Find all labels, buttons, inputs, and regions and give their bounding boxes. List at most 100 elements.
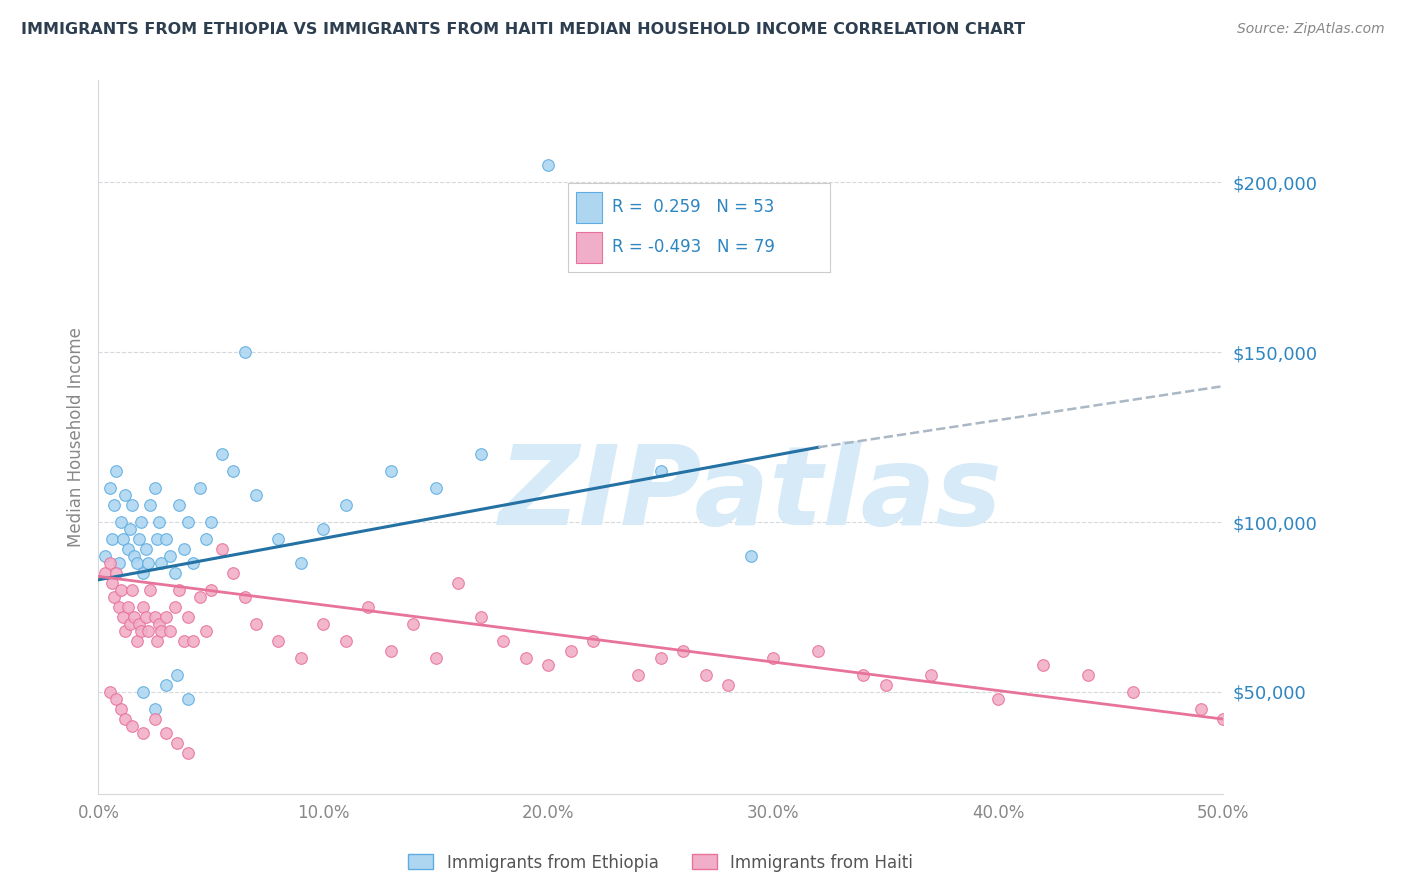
Text: R = -0.493   N = 79: R = -0.493 N = 79 (613, 238, 775, 256)
Point (139, 498, 162, 512)
Point (425, 651, 447, 665)
Point (114, 488, 136, 502)
Point (195, 624, 218, 638)
Point (103, 498, 125, 512)
Point (112, 532, 135, 546)
Point (163, 599, 186, 614)
Point (380, 464, 402, 478)
Point (107, 599, 129, 614)
Point (181, 634, 204, 648)
Point (143, 610, 166, 624)
Point (233, 345, 256, 359)
Point (211, 542, 233, 557)
Point (169, 582, 191, 597)
Point (121, 582, 143, 597)
Point (155, 725, 177, 739)
Point (105, 691, 128, 706)
Point (762, 651, 785, 665)
Point (124, 549, 146, 563)
Point (155, 678, 177, 692)
Point (245, 488, 267, 502)
Point (290, 651, 312, 665)
Point (515, 651, 537, 665)
Point (114, 712, 136, 726)
Point (150, 624, 173, 638)
Point (155, 610, 177, 624)
Point (143, 712, 166, 726)
Point (146, 532, 169, 546)
Point (117, 542, 139, 557)
Point (200, 582, 222, 597)
Point (267, 634, 290, 648)
Point (672, 644, 695, 658)
Point (132, 685, 155, 699)
Point (118, 522, 141, 536)
Point (188, 590, 211, 604)
Point (98, 556, 121, 570)
Point (132, 725, 155, 739)
Point (132, 599, 155, 614)
Point (1212, 712, 1234, 726)
Point (163, 566, 186, 580)
Point (650, 651, 672, 665)
Point (470, 610, 492, 624)
Point (135, 542, 157, 557)
Point (740, 549, 762, 563)
Point (143, 702, 166, 716)
Point (129, 624, 152, 638)
Point (107, 556, 129, 570)
Point (335, 498, 357, 512)
Text: Source: ZipAtlas.com: Source: ZipAtlas.com (1237, 22, 1385, 37)
Point (560, 644, 582, 658)
Text: IMMIGRANTS FROM ETHIOPIA VS IMMIGRANTS FROM HAITI MEDIAN HOUSEHOLD INCOME CORREL: IMMIGRANTS FROM ETHIOPIA VS IMMIGRANTS F… (21, 22, 1025, 37)
Point (136, 556, 159, 570)
Point (148, 617, 170, 632)
Point (124, 610, 146, 624)
Point (114, 624, 136, 638)
Point (200, 515, 222, 529)
Point (173, 634, 195, 648)
Point (402, 617, 425, 632)
Point (492, 634, 515, 648)
Point (148, 515, 170, 529)
Y-axis label: Median Household Income: Median Household Income (66, 327, 84, 547)
Point (211, 447, 233, 461)
Point (146, 634, 169, 648)
Point (425, 481, 447, 495)
Bar (576, 192, 602, 223)
Point (110, 582, 132, 597)
Point (267, 532, 290, 546)
Point (335, 634, 357, 648)
Point (537, 657, 560, 672)
Point (470, 447, 492, 461)
Point (166, 736, 188, 750)
Point (98, 685, 121, 699)
Point (94, 549, 117, 563)
Text: R =  0.259   N = 53: R = 0.259 N = 53 (613, 198, 775, 216)
Point (290, 556, 312, 570)
Point (139, 582, 162, 597)
Point (987, 691, 1010, 706)
Text: ZIPatlas: ZIPatlas (499, 441, 1002, 548)
Point (125, 634, 148, 648)
Point (169, 498, 191, 512)
Point (101, 532, 124, 546)
Point (380, 644, 402, 658)
Point (188, 481, 211, 495)
Point (537, 158, 560, 172)
Point (112, 610, 135, 624)
Point (103, 590, 125, 604)
Legend: Immigrants from Ethiopia, Immigrants from Haiti: Immigrants from Ethiopia, Immigrants fro… (402, 847, 920, 879)
Point (155, 532, 177, 546)
Point (128, 617, 150, 632)
Point (98, 481, 121, 495)
Point (447, 576, 470, 591)
Point (135, 610, 157, 624)
Point (852, 668, 875, 682)
Point (125, 556, 148, 570)
Point (177, 515, 200, 529)
Point (166, 668, 188, 682)
Point (1189, 702, 1212, 716)
Point (159, 624, 181, 638)
Point (312, 617, 335, 632)
